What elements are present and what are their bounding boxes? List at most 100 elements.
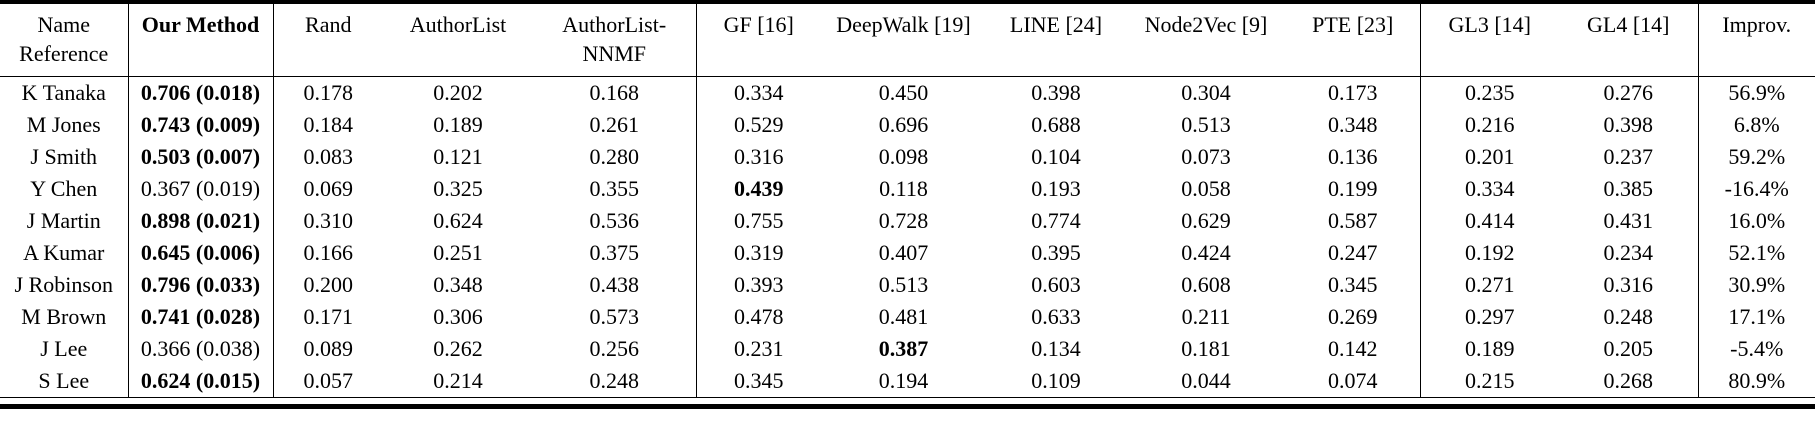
value-cell-authorlist: 0.306 bbox=[433, 304, 483, 330]
column-header-name-reference: Name Reference bbox=[0, 2, 129, 78]
value-cell-deepwalk: 0.098 bbox=[878, 144, 929, 170]
value-cell-pte: 0.269 bbox=[1286, 301, 1421, 334]
value-cell-deepwalk: 0.513 bbox=[878, 272, 929, 298]
value-cell-rand: 0.171 bbox=[303, 304, 354, 330]
value-cell-gl4: 0.234 bbox=[1559, 237, 1699, 270]
value-cell-rand: 0.083 bbox=[303, 144, 354, 170]
value-cell-line: 0.109 bbox=[1031, 368, 1081, 394]
value-cell-gl3: 0.334 bbox=[1465, 176, 1515, 202]
value-cell-our-method: 0.503 (0.007) bbox=[128, 141, 274, 174]
value-cell-line: 0.104 bbox=[1031, 144, 1081, 170]
value-cell-gf: 0.319 bbox=[734, 240, 784, 266]
value-cell-rand: 0.178 bbox=[303, 80, 354, 106]
value-cell-improv: 16.0% bbox=[1728, 208, 1786, 234]
header-name-line: Name bbox=[37, 12, 91, 37]
row-name-cell: J Robinson bbox=[0, 269, 129, 302]
value-cell-pte: 0.199 bbox=[1286, 173, 1421, 206]
value-cell-authorlist-nnmf: 0.280 bbox=[533, 141, 697, 174]
value-cell-our-method: 0.898 (0.021) bbox=[128, 205, 274, 238]
value-cell-gf: 0.393 bbox=[734, 272, 784, 298]
value-cell-our-method: 0.741 (0.028) bbox=[128, 301, 274, 334]
value-cell-gl3: 0.414 bbox=[1465, 208, 1515, 234]
value-cell-deepwalk: 0.118 bbox=[879, 176, 928, 202]
value-cell-gl3: 0.235 bbox=[1465, 80, 1515, 106]
value-cell-authorlist-nnmf: 0.573 bbox=[533, 301, 697, 334]
value-cell-gl4: 0.316 bbox=[1559, 269, 1699, 302]
value-cell-gl4: 0.205 bbox=[1559, 333, 1699, 366]
value-cell-node2vec: 0.304 bbox=[1181, 80, 1231, 106]
value-cell-line: 0.395 bbox=[1031, 240, 1081, 266]
value-cell-gl3: 0.271 bbox=[1465, 272, 1515, 298]
value-cell-authorlist-nnmf: 0.438 bbox=[533, 269, 697, 302]
value-cell-improv: 17.1% bbox=[1728, 304, 1786, 330]
value-cell-gf: 0.231 bbox=[734, 336, 784, 362]
value-cell-pte: 0.247 bbox=[1286, 237, 1421, 270]
value-cell-our-method: 0.796 (0.033) bbox=[128, 269, 274, 302]
value-cell-improv: -16.4% bbox=[1724, 176, 1789, 202]
value-cell-line: 0.774 bbox=[1031, 208, 1081, 234]
value-cell-authorlist-nnmf: 0.168 bbox=[533, 76, 697, 110]
value-cell-deepwalk: 0.696 bbox=[878, 112, 929, 138]
value-cell-rand: 0.089 bbox=[303, 336, 354, 362]
value-cell-authorlist-nnmf: 0.355 bbox=[533, 173, 697, 206]
value-cell-gf: 0.755 bbox=[734, 208, 784, 234]
row-name-cell: M Jones bbox=[0, 109, 129, 142]
value-cell-node2vec: 0.629 bbox=[1181, 208, 1231, 234]
value-cell-gl4: 0.248 bbox=[1559, 301, 1699, 334]
table-row: K Tanaka 0.706 (0.018) 0.178 0.202 0.168 0.33… bbox=[0, 76, 1815, 110]
row-name-cell: M Brown bbox=[0, 301, 129, 334]
value-cell-our-method: 0.366 (0.038) bbox=[128, 333, 274, 366]
row-name-cell: A Kumar bbox=[0, 237, 129, 270]
row-name-cell: J Martin bbox=[0, 205, 129, 238]
value-cell-line: 0.603 bbox=[1031, 272, 1081, 298]
table-row: J Smith 0.503 (0.007) 0.083 0.121 0.280 0.316… bbox=[0, 141, 1815, 174]
row-name-cell: K Tanaka bbox=[0, 76, 129, 110]
value-cell-pte: 0.136 bbox=[1286, 141, 1421, 174]
value-cell-authorlist: 0.348 bbox=[433, 272, 483, 298]
column-header-improv: Improv. bbox=[1698, 2, 1815, 78]
value-cell-pte: 0.587 bbox=[1286, 205, 1421, 238]
value-cell-improv: 59.2% bbox=[1728, 144, 1786, 170]
value-cell-authorlist: 0.189 bbox=[433, 112, 483, 138]
header-reference-line: Reference bbox=[19, 41, 109, 67]
value-cell-pte: 0.142 bbox=[1286, 333, 1421, 366]
value-cell-authorlist: 0.262 bbox=[433, 336, 483, 362]
value-cell-gl3: 0.215 bbox=[1465, 368, 1515, 394]
value-cell-line: 0.633 bbox=[1031, 304, 1081, 330]
table-row: S Lee 0.624 (0.015) 0.057 0.214 0.248 0.345 0.… bbox=[0, 365, 1815, 398]
column-header-rand: Rand bbox=[273, 2, 383, 78]
value-cell-our-method: 0.706 (0.018) bbox=[128, 76, 274, 110]
value-cell-node2vec: 0.044 bbox=[1181, 368, 1231, 394]
table-row: M Jones 0.743 (0.009) 0.184 0.189 0.261 0.529… bbox=[0, 109, 1815, 142]
value-cell-gl4: 0.385 bbox=[1559, 173, 1699, 206]
table-row: M Brown 0.741 (0.028) 0.171 0.306 0.573 0.478… bbox=[0, 301, 1815, 334]
value-cell-rand: 0.057 bbox=[303, 368, 354, 394]
value-cell-pte: 0.074 bbox=[1286, 365, 1421, 398]
value-cell-gl3: 0.216 bbox=[1465, 112, 1515, 138]
value-cell-improv: 6.8% bbox=[1733, 112, 1780, 138]
value-cell-authorlist-nnmf: 0.256 bbox=[533, 333, 697, 366]
table-row: Y Chen 0.367 (0.019) 0.069 0.325 0.355 0.439 0… bbox=[0, 173, 1815, 206]
column-header-gf: GF [16] bbox=[696, 2, 821, 78]
value-cell-rand: 0.069 bbox=[303, 176, 354, 202]
value-cell-gl3: 0.192 bbox=[1465, 240, 1515, 266]
value-cell-our-method: 0.645 (0.006) bbox=[128, 237, 274, 270]
value-cell-our-method: 0.743 (0.009) bbox=[128, 109, 274, 142]
value-cell-authorlist: 0.325 bbox=[433, 176, 483, 202]
value-cell-rand: 0.200 bbox=[303, 272, 354, 298]
column-header-deepwalk: DeepWalk [19] bbox=[821, 2, 986, 78]
value-cell-deepwalk: 0.194 bbox=[878, 368, 929, 394]
value-cell-gl3: 0.189 bbox=[1465, 336, 1515, 362]
table-row: J Robinson 0.796 (0.033) 0.200 0.348 0.438 0.… bbox=[0, 269, 1815, 302]
column-header-authorlist-nnmf: AuthorList-NNMF bbox=[533, 2, 697, 78]
value-cell-rand: 0.166 bbox=[303, 240, 354, 266]
value-cell-gl4: 0.237 bbox=[1559, 141, 1699, 174]
table-body: K Tanaka 0.706 (0.018) 0.178 0.202 0.168 0.33… bbox=[0, 76, 1815, 398]
column-header-node2vec: Node2Vec [9] bbox=[1126, 2, 1286, 78]
value-cell-authorlist-nnmf: 0.261 bbox=[533, 109, 697, 142]
value-cell-node2vec: 0.424 bbox=[1181, 240, 1231, 266]
row-name-cell: J Lee bbox=[0, 333, 129, 366]
value-cell-gf: 0.529 bbox=[734, 112, 784, 138]
value-cell-authorlist: 0.121 bbox=[433, 144, 483, 170]
